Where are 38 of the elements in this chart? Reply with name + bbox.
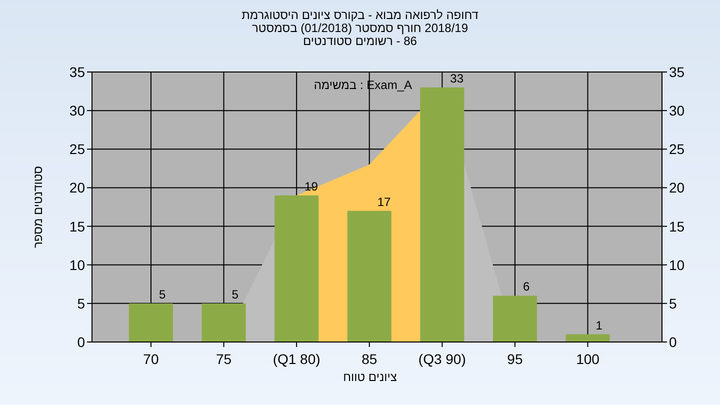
x-tick-label: (Q1 80) (272, 351, 320, 367)
bar (202, 303, 246, 342)
x-tick-label: 75 (216, 351, 232, 367)
data-label: 6 (522, 280, 530, 294)
y-tick-label: 30 (69, 102, 86, 119)
y2-tick-label: 35 (669, 64, 685, 80)
y2-tick-label: 0 (669, 334, 677, 350)
bar (274, 195, 319, 342)
x-axis-title: טווח ציונים (343, 370, 397, 384)
y-tick-label: 35 (69, 64, 86, 80)
y-tick-label: 0 (77, 334, 86, 350)
x-tick-label: 85 (362, 351, 378, 367)
data-label: 5 (158, 287, 166, 302)
data-label: 1 (596, 318, 603, 332)
x-tick-label: (Q3 90) (418, 351, 466, 367)
y-tick-label: 20 (69, 180, 86, 196)
x-tick-label: 70 (143, 351, 159, 367)
bar (566, 334, 610, 342)
data-label: 5 (232, 287, 239, 302)
data-label: 33 (450, 71, 464, 86)
y-tick-label: 5 (77, 295, 86, 312)
data-label: 17 (377, 194, 392, 209)
y2-tick-label: 20 (669, 180, 685, 196)
bar (128, 303, 173, 342)
y2-tick-label: 15 (669, 218, 685, 234)
y-tick-label: 25 (69, 141, 86, 158)
x-tick-label: 95 (507, 351, 523, 367)
x-tick-label: 100 (576, 351, 600, 367)
y2-tick-label: 25 (669, 141, 685, 158)
y2-tick-label: 5 (669, 295, 677, 312)
bar (347, 210, 392, 342)
y-tick-label: 15 (69, 218, 86, 234)
y2-tick-label: 30 (669, 102, 685, 119)
y2-tick-label: 10 (669, 256, 685, 273)
chart-title: היסטוגרמת ציונים בקורס - מבוא לרפואה דחופה (242, 8, 478, 22)
y-tick-label: 10 (69, 256, 86, 273)
bar (492, 296, 537, 342)
y-axis-title: מספר סטודנטים (31, 166, 45, 248)
